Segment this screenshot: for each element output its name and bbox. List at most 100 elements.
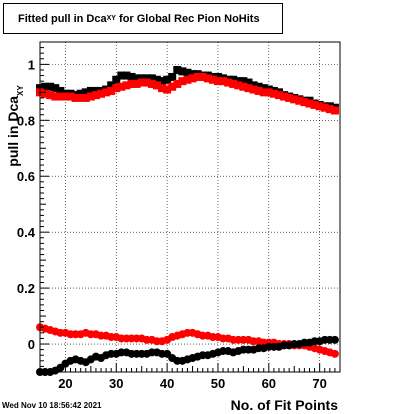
x-axis-label: No. of Fit Points [231, 397, 339, 413]
data-point [41, 82, 50, 91]
data-point [259, 88, 268, 97]
data-point [239, 82, 248, 91]
y-tick-label: 0 [28, 337, 35, 352]
data-point [163, 75, 172, 84]
data-point [66, 92, 75, 101]
data-point [152, 81, 161, 90]
data-point [224, 78, 233, 87]
data-point [168, 72, 177, 81]
data-point [259, 84, 268, 93]
data-point [158, 77, 167, 86]
data-point [234, 81, 243, 90]
data-point [264, 88, 273, 97]
data-point [112, 84, 121, 93]
data-point [330, 335, 339, 344]
plot-frame [39, 41, 341, 373]
y-tick-label: 0.2 [17, 281, 35, 296]
data-point [107, 86, 116, 95]
data-point [315, 102, 324, 111]
data-point [188, 70, 197, 79]
data-point [320, 103, 329, 112]
data-point [280, 92, 289, 101]
y-axis-label: pull in DcaXY [5, 85, 25, 167]
data-point [269, 89, 278, 98]
data-point [249, 85, 258, 94]
data-point [244, 78, 253, 87]
x-tick-label: 40 [160, 376, 174, 391]
chart-title-subscript: XY [106, 15, 116, 22]
data-point [325, 105, 334, 114]
data-point [295, 96, 304, 105]
data-point [76, 93, 85, 102]
data-point [310, 100, 319, 109]
series-1 [36, 72, 339, 115]
data-point [163, 85, 172, 94]
data-point [97, 89, 106, 98]
data-point [219, 77, 228, 86]
data-point [91, 86, 100, 95]
data-point [198, 72, 207, 81]
data-point [168, 82, 177, 91]
data-point [183, 68, 192, 77]
data-point [107, 81, 116, 90]
data-point [330, 349, 339, 358]
y-tick-label: 1 [28, 57, 35, 72]
y-tick-label: 0.6 [17, 169, 35, 184]
data-point [274, 91, 283, 100]
data-point [122, 81, 131, 90]
data-point [86, 86, 95, 95]
y-axis-label-subscript: XY [16, 85, 25, 96]
data-point [81, 88, 90, 97]
data-point [41, 89, 50, 98]
data-point [142, 78, 151, 87]
data-point [173, 65, 182, 74]
series-0 [36, 65, 339, 112]
data-point [132, 74, 141, 83]
x-tick-label: 20 [58, 376, 72, 391]
data-point [56, 86, 65, 95]
data-point [71, 93, 80, 102]
data-point [173, 79, 182, 88]
data-point [229, 79, 238, 88]
data-point [305, 99, 314, 108]
data-point [234, 77, 243, 86]
data-point [127, 79, 136, 88]
chart-title-rest: for Global Rec Pion NoHits [115, 12, 260, 25]
data-point [239, 77, 248, 86]
data-point [46, 91, 55, 100]
y-axis-label-main: pull in Dca [5, 96, 21, 167]
data-point [102, 88, 111, 97]
data-point [56, 92, 65, 101]
data-point [142, 74, 151, 83]
y-tick-label: 0.8 [17, 113, 35, 128]
data-point [188, 74, 197, 83]
data-point [117, 71, 126, 80]
data-point [137, 78, 146, 87]
x-tick-label: 60 [262, 376, 276, 391]
data-point [178, 77, 187, 86]
x-tick-label: 50 [211, 376, 225, 391]
data-point [249, 81, 258, 90]
data-point [91, 91, 100, 100]
tick-layer: 20 30 40 50 60 70 0 0.2 0.4 0.6 0.8 1 [17, 41, 341, 391]
data-point [158, 84, 167, 93]
y-tick-label: 0.4 [17, 225, 36, 240]
data-point [127, 72, 136, 81]
data-point [229, 75, 238, 84]
data-point [51, 84, 60, 93]
data-point [203, 74, 212, 83]
data-point [51, 92, 60, 101]
data-point [147, 74, 156, 83]
data-point [117, 82, 126, 91]
data-point [208, 75, 217, 84]
x-tick-label: 30 [109, 376, 123, 391]
data-point [213, 77, 222, 86]
data-point [132, 79, 141, 88]
data-point [254, 86, 263, 95]
series-3 [36, 335, 339, 376]
data-point [183, 75, 192, 84]
data-point [244, 84, 253, 93]
data-point [178, 67, 187, 76]
timestamp: Wed Nov 10 18:56:42 2021 [2, 401, 102, 410]
